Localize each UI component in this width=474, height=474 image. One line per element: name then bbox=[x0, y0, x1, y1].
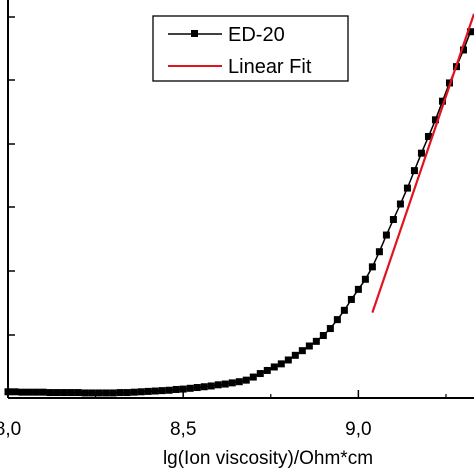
data-point-ed-20 bbox=[361, 275, 369, 283]
data-point-ed-20 bbox=[25, 388, 33, 396]
x-tick-label: 8,5 bbox=[170, 419, 196, 440]
data-point-ed-20 bbox=[403, 184, 411, 192]
x-axis-title: lg(Ion viscosity)/Ohm*cm bbox=[163, 448, 373, 469]
data-point-ed-20 bbox=[88, 389, 96, 397]
data-point-ed-20 bbox=[333, 316, 341, 324]
data-point-ed-20 bbox=[256, 370, 264, 378]
data-point-ed-20 bbox=[46, 389, 54, 397]
data-point-ed-20 bbox=[32, 388, 40, 396]
data-point-ed-20 bbox=[389, 216, 397, 224]
legend: ED-20 Linear Fit bbox=[152, 15, 349, 82]
data-point-ed-20 bbox=[375, 248, 383, 256]
data-point-ed-20 bbox=[228, 379, 236, 387]
data-point-ed-20 bbox=[396, 200, 404, 208]
data-point-ed-20 bbox=[165, 386, 173, 394]
linear-fit-line bbox=[371, 13, 474, 313]
data-point-ed-20 bbox=[354, 285, 362, 293]
data-point-ed-20 bbox=[207, 382, 215, 390]
x-tick-label: 9,0 bbox=[345, 419, 371, 440]
data-point-ed-20 bbox=[326, 325, 334, 333]
data-point-ed-20 bbox=[305, 342, 313, 350]
legend-label-linear-fit: Linear Fit bbox=[228, 56, 312, 78]
data-point-ed-20 bbox=[438, 97, 446, 105]
data-point-ed-20 bbox=[284, 356, 292, 364]
data-point-ed-20 bbox=[368, 263, 376, 271]
data-point-ed-20 bbox=[74, 389, 82, 397]
data-point-ed-20 bbox=[109, 389, 117, 397]
data-point-ed-20 bbox=[466, 28, 474, 36]
data-point-ed-20 bbox=[144, 387, 152, 395]
data-point-ed-20 bbox=[200, 383, 208, 391]
data-point-ed-20 bbox=[382, 231, 390, 239]
data-point-ed-20 bbox=[347, 295, 355, 303]
data-point-ed-20 bbox=[410, 167, 418, 175]
data-point-ed-20 bbox=[319, 332, 327, 340]
data-point-ed-20 bbox=[417, 149, 425, 157]
data-point-ed-20 bbox=[60, 389, 68, 397]
data-point-ed-20 bbox=[11, 388, 19, 396]
data-point-ed-20 bbox=[53, 389, 61, 397]
data-point-ed-20 bbox=[95, 389, 103, 397]
series-line-ed-20 bbox=[8, 31, 472, 394]
data-point-ed-20 bbox=[340, 306, 348, 314]
legend-box bbox=[152, 15, 349, 82]
data-point-ed-20 bbox=[291, 351, 299, 359]
data-point-ed-20 bbox=[172, 385, 180, 393]
data-point-ed-20 bbox=[137, 388, 145, 396]
data-point-ed-20 bbox=[151, 387, 159, 395]
data-point-ed-20 bbox=[459, 46, 467, 54]
data-point-ed-20 bbox=[158, 387, 166, 395]
data-point-ed-20 bbox=[298, 347, 306, 355]
x-tick-label: 8,0 bbox=[0, 419, 21, 440]
data-point-ed-20 bbox=[221, 380, 229, 388]
data-point-ed-20 bbox=[312, 337, 320, 345]
legend-marker-ed-20 bbox=[191, 30, 198, 37]
data-point-ed-20 bbox=[67, 389, 75, 397]
data-point-ed-20 bbox=[102, 389, 110, 397]
data-point-ed-20 bbox=[424, 132, 432, 140]
data-point-ed-20 bbox=[242, 376, 250, 384]
data-point-ed-20 bbox=[214, 381, 222, 389]
data-point-ed-20 bbox=[249, 373, 257, 381]
data-point-ed-20 bbox=[39, 388, 47, 396]
legend-label-ed-20: ED-20 bbox=[228, 24, 285, 46]
data-point-ed-20 bbox=[18, 388, 26, 396]
plot-area bbox=[4, 13, 474, 397]
data-point-ed-20 bbox=[81, 389, 89, 397]
data-point-ed-20 bbox=[431, 116, 439, 124]
data-point-ed-20 bbox=[270, 363, 278, 371]
data-point-ed-20 bbox=[193, 384, 201, 392]
data-point-ed-20 bbox=[123, 389, 131, 397]
data-point-ed-20 bbox=[116, 389, 124, 397]
data-point-ed-20 bbox=[263, 366, 271, 374]
axes bbox=[7, 0, 474, 399]
data-point-ed-20 bbox=[235, 378, 243, 386]
data-point-ed-20 bbox=[186, 384, 194, 392]
tick-labels: 8,0 8,5 9,0 bbox=[0, 419, 372, 440]
data-point-ed-20 bbox=[179, 385, 187, 393]
data-point-ed-20 bbox=[130, 388, 138, 396]
data-point-ed-20 bbox=[277, 360, 285, 368]
